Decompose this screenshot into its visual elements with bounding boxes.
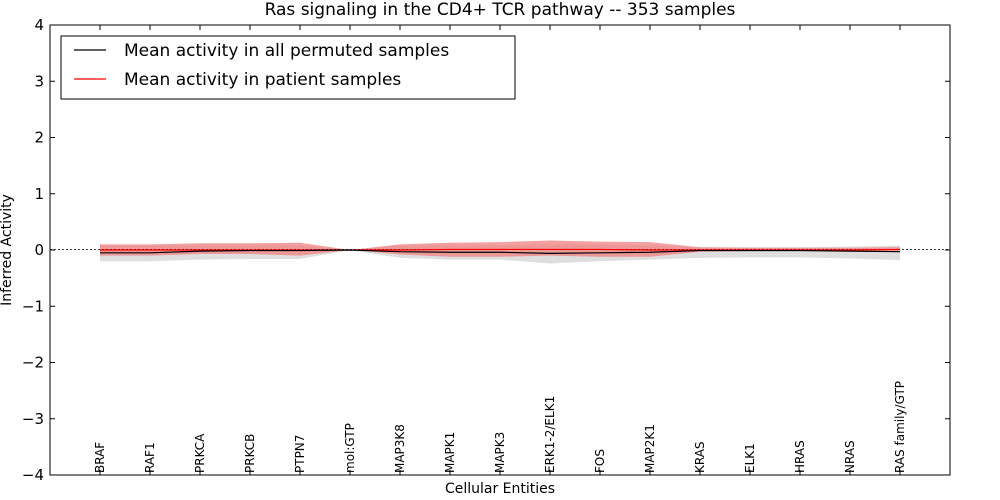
x-tick-label: FOS [593, 449, 607, 473]
chart-title: Ras signaling in the CD4+ TCR pathway --… [265, 0, 736, 20]
x-tick-label: ELK1 [743, 443, 757, 473]
x-tick-label: RAS family/GTP [893, 381, 907, 473]
x-tick-label: PRKCA [193, 433, 207, 473]
x-axis-label: Cellular Entities [445, 481, 555, 497]
y-axis-label: Inferred Activity [0, 194, 15, 306]
y-axis-ticks: −4 −3 −2 −1 0 1 2 3 4 [22, 16, 950, 484]
x-tick-label: BRAF [93, 442, 107, 473]
x-tick-label: MAP3K8 [393, 424, 407, 473]
x-tick-label: KRAS [693, 441, 707, 473]
patient-samples-band [100, 240, 900, 257]
y-tick-label: −3 [22, 410, 44, 428]
x-tick-label: RAF1 [143, 442, 157, 473]
x-tick-label: HRAS [793, 440, 807, 473]
x-tick-label: ERK1-2/ELK1 [543, 396, 557, 473]
permuted-samples-line [100, 249, 901, 254]
legend: Mean activity in all permuted samples Me… [60, 35, 516, 100]
y-tick-label: −1 [22, 297, 44, 315]
x-tick-label: PTPN7 [293, 435, 307, 473]
y-tick-label: 1 [34, 185, 44, 203]
legend-label-permuted: Mean activity in all permuted samples [124, 41, 449, 61]
y-tick-label: 3 [34, 72, 44, 90]
x-axis-ticks: BRAF RAF1 PRKCA PRKCB PTPN7 mol:GTP MAP3K8 MAPK… [93, 25, 907, 475]
patient-samples-line [100, 248, 901, 251]
legend-box [60, 35, 516, 100]
y-tick-label: 4 [34, 16, 44, 34]
x-tick-label: PRKCB [243, 434, 257, 473]
y-tick-label: 2 [34, 129, 44, 147]
legend-label-patient: Mean activity in patient samples [124, 70, 401, 90]
x-tick-label: MAP2K1 [643, 424, 657, 473]
y-tick-label: −2 [22, 354, 44, 372]
x-tick-label: MAPK1 [443, 432, 457, 473]
series-lines [100, 248, 901, 254]
y-tick-label: 0 [34, 241, 44, 259]
y-tick-label: −4 [22, 466, 44, 484]
x-tick-label: NRAS [843, 440, 857, 473]
x-tick-label: mol:GTP [343, 423, 357, 473]
x-tick-label: MAPK3 [493, 432, 507, 473]
